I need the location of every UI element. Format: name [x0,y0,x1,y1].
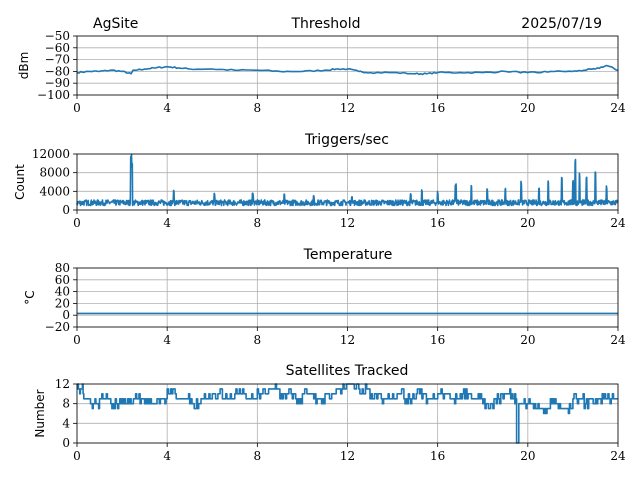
x-tick-label: 20 [520,101,535,115]
y-tick-label: 60 [55,273,70,287]
x-tick-label: 8 [254,216,262,230]
x-tick-label: 4 [163,333,171,347]
y-tick-label: −100 [37,88,70,102]
y-tick-label: −90 [45,76,70,90]
y-tick-label: 4000 [39,184,70,198]
series-line [76,153,619,207]
x-tick-label: 12 [340,333,355,347]
x-tick-label: 24 [610,101,626,115]
y-tick-label: −70 [45,53,70,67]
x-tick-label: 20 [520,216,535,230]
x-tick-label: 0 [73,101,81,115]
y-tick-label: 8000 [39,166,70,180]
x-tick-label: 16 [430,333,445,347]
panel-title: Satellites Tracked [286,363,409,379]
x-tick-label: 16 [430,449,445,463]
x-tick-label: 8 [254,449,262,463]
panel-title: Triggers/sec [304,132,389,148]
x-tick-label: 24 [610,216,626,230]
y-tick-label: 0 [62,308,70,322]
x-tick-label: 4 [163,449,171,463]
panel-0: 0 4 8 12 16 20 24 −100−90−80−70−60−50 Threshold d… [17,16,626,115]
y-tick-label: −50 [45,29,70,43]
x-tick-label: 16 [430,216,445,230]
x-tick-label: 4 [163,101,171,115]
x-tick-label: 8 [254,333,262,347]
series-line [76,64,619,76]
y-tick-label: 12 [55,377,70,391]
y-tick-label: −20 [45,320,70,334]
x-tick-label: 12 [340,216,355,230]
y-tick-label: 20 [55,296,70,310]
y-tick-label: 4 [62,416,70,430]
y-tick-label: 0 [62,436,70,450]
x-tick-label: 12 [340,449,355,463]
y-axis-label: dBm [17,52,31,80]
x-tick-label: 0 [73,449,81,463]
site-label: AgSite [93,16,138,32]
x-tick-label: 20 [520,333,535,347]
date-label: 2025/07/19 [521,16,602,32]
y-axis-label: Number [33,389,47,437]
x-tick-label: 16 [430,101,445,115]
x-tick-label: 24 [610,333,626,347]
y-tick-label: −80 [45,64,70,78]
y-tick-label: 12000 [32,147,70,161]
panel-title: Threshold [291,16,361,32]
y-tick-label: 40 [55,285,70,299]
y-axis-label: °C [23,290,37,304]
y-tick-label: 0 [62,203,70,217]
x-tick-label: 0 [73,333,81,347]
x-tick-label: 20 [520,449,535,463]
panel-title: Temperature [303,247,393,263]
panel-3: 0 4 8 12 16 20 24 0 4 8 12 Satellites Tracked Number [33,363,626,463]
y-tick-label: 8 [62,397,70,411]
x-tick-label: 8 [254,101,262,115]
x-tick-label: 0 [73,216,81,230]
panel-1: 0 4 8 12 16 20 24 0 4000 8000 12000 Triggers/sec Cou… [13,132,626,230]
x-tick-label: 4 [163,216,171,230]
x-tick-label: 24 [610,449,626,463]
x-tick-label: 12 [340,101,355,115]
y-tick-label: −60 [45,41,70,55]
y-axis-label: Count [13,164,27,200]
y-tick-label: 80 [55,261,70,275]
